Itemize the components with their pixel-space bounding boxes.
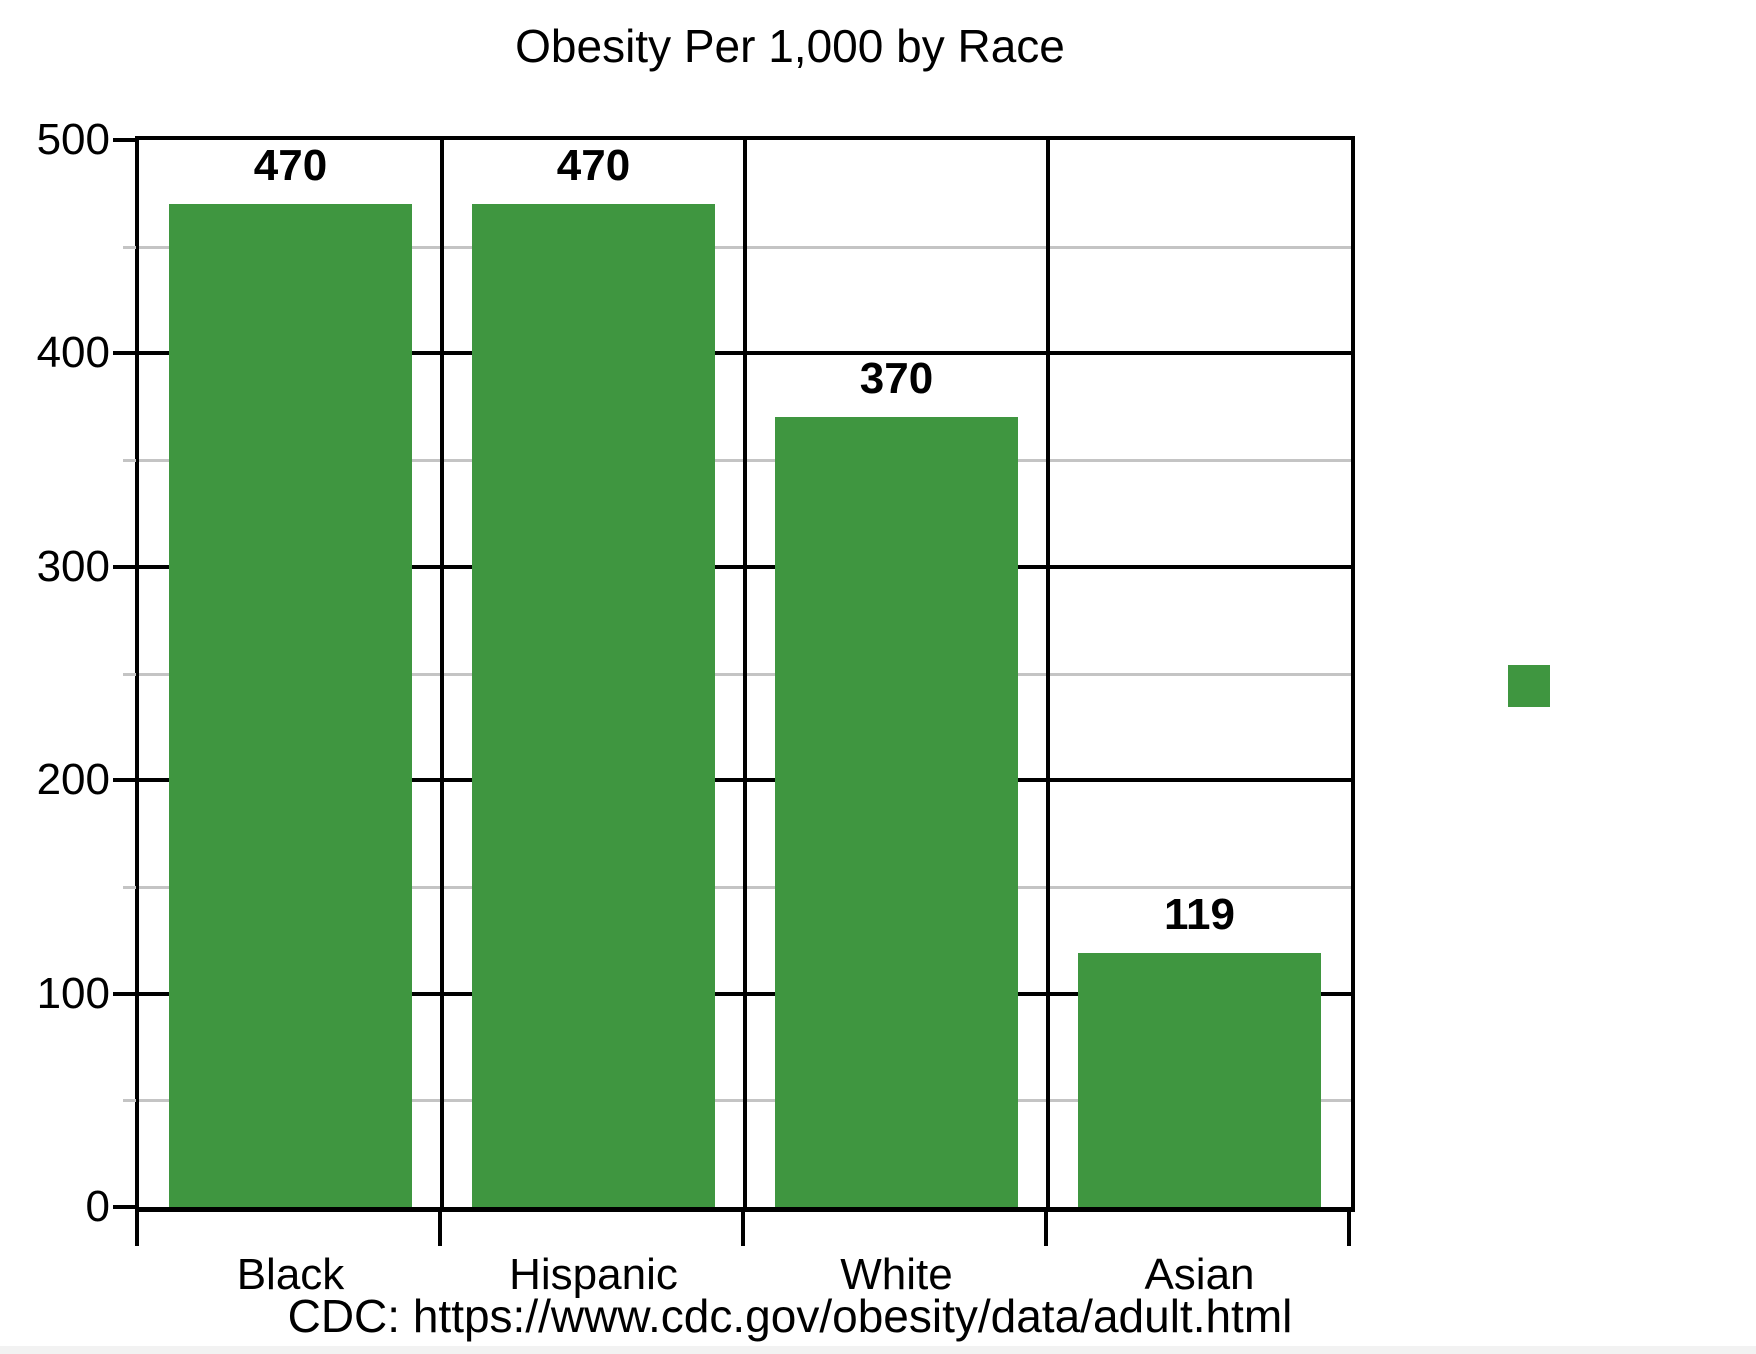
bar [168, 204, 413, 1207]
y-axis-major-tick [113, 138, 137, 142]
y-axis-minor-tick [123, 672, 136, 676]
source-caption: CDC: https://www.cdc.gov/obesity/data/ad… [287, 1290, 1293, 1342]
column-separator [743, 140, 747, 1207]
y-axis-major-tick [113, 351, 137, 356]
y-axis-minor-tick [123, 1099, 136, 1103]
x-axis-label: Asian [1144, 1250, 1255, 1299]
y-axis-major-tick [113, 1205, 137, 1209]
bar [1077, 953, 1322, 1207]
column-separator [440, 140, 444, 1207]
x-axis-tick [741, 1210, 745, 1246]
y-axis-major-tick [113, 778, 137, 783]
bar-value-label: 470 [253, 141, 328, 191]
bar [774, 417, 1019, 1207]
footer-strip [0, 1346, 1756, 1354]
y-axis-major-tick [113, 564, 137, 569]
x-axis-label: White [840, 1250, 953, 1299]
y-axis-minor-tick [123, 459, 136, 463]
y-axis-minor-tick [123, 885, 136, 889]
bar [471, 204, 716, 1207]
bar-value-label: 370 [859, 354, 934, 404]
x-axis-label: Black [236, 1250, 345, 1299]
x-axis-tick [1347, 1210, 1351, 1246]
y-axis-tick-label: 300 [36, 541, 110, 591]
y-axis-tick-label: 500 [36, 115, 110, 164]
y-axis-tick-label: 0 [85, 1182, 110, 1231]
x-axis-tick [1044, 1210, 1048, 1246]
y-axis-minor-tick [123, 245, 136, 249]
x-axis-tick [438, 1210, 442, 1246]
bar-value-label: 470 [556, 141, 631, 191]
bar-value-label: 119 [1164, 890, 1235, 940]
legend-swatch [1508, 665, 1550, 707]
chart-title: Obesity Per 1,000 by Race [515, 20, 1065, 72]
x-axis-tick [135, 1210, 139, 1246]
y-axis-tick-label: 400 [36, 328, 110, 378]
column-separator [1046, 140, 1050, 1207]
y-axis-tick-label: 200 [36, 755, 110, 805]
plot-area [135, 136, 1355, 1212]
y-axis-major-tick [113, 991, 137, 996]
x-axis-label: Hispanic [509, 1250, 678, 1299]
y-axis-tick-label: 100 [36, 968, 110, 1018]
